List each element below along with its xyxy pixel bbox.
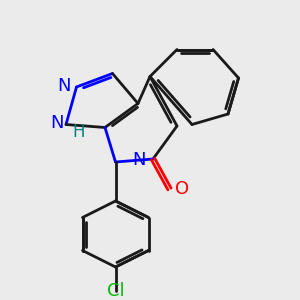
- Text: N: N: [50, 114, 64, 132]
- Text: Cl: Cl: [107, 282, 124, 300]
- Text: H: H: [72, 123, 85, 141]
- Text: N: N: [58, 76, 71, 94]
- Text: N: N: [132, 151, 146, 169]
- Text: O: O: [175, 180, 189, 198]
